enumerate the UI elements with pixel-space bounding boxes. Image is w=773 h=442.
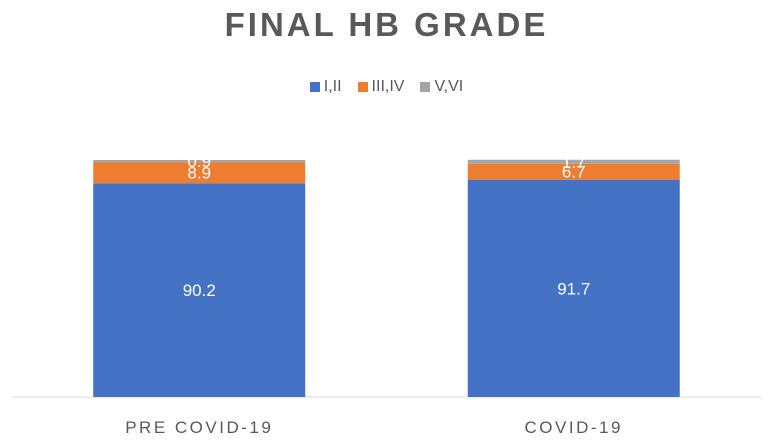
legend-item-1: III,IV xyxy=(357,78,405,96)
data-label-0-2: 0.9 xyxy=(187,152,211,171)
bar-segment-0-1 xyxy=(93,162,306,184)
bar-segment-0-0 xyxy=(93,183,306,397)
legend-label-0: I,II xyxy=(323,78,342,95)
data-label-1-0: 91.7 xyxy=(557,279,590,298)
data-label-1-2: 1.7 xyxy=(562,153,586,172)
data-label-0-1: 8.9 xyxy=(187,164,211,183)
bar-segment-1-1 xyxy=(467,163,680,180)
data-label-0-0: 90.2 xyxy=(183,281,216,300)
legend-swatch-1 xyxy=(357,82,368,92)
x-tick-label-0: PRE COVID-19 xyxy=(125,418,273,437)
legend-item-0: I,II xyxy=(309,78,342,96)
data-label-1-1: 6.7 xyxy=(562,163,586,182)
x-tick-label-1: COVID-19 xyxy=(525,418,623,437)
legend-swatch-0 xyxy=(309,82,320,92)
legend-label-1: III,IV xyxy=(371,78,405,95)
legend-swatch-2 xyxy=(420,82,431,92)
bar-segment-1-0 xyxy=(467,179,680,397)
bar-segment-0-2 xyxy=(93,160,306,163)
bar-segment-1-2 xyxy=(467,159,680,164)
legend-label-2: V,VI xyxy=(434,78,464,95)
legend: I,II III,IV V,VI xyxy=(0,78,773,96)
chart-title: FINAL HB GRADE xyxy=(224,6,549,43)
legend-item-2: V,VI xyxy=(420,78,463,96)
